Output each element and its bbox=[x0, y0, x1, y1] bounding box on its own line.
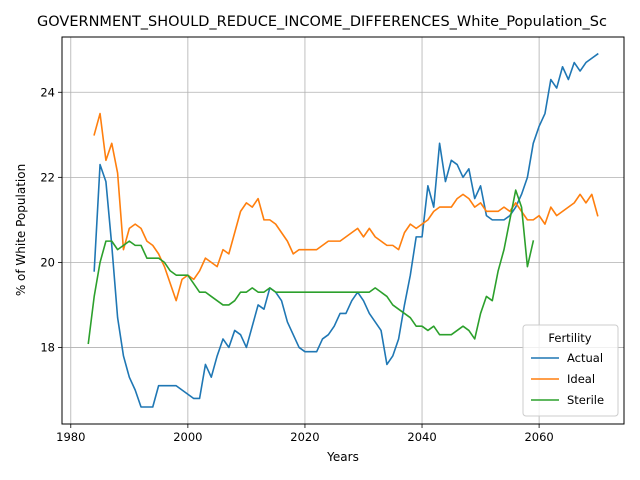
series-line-ideal bbox=[93, 112, 599, 302]
y-tick-label: 24 bbox=[40, 85, 55, 99]
series-line-sterile bbox=[87, 189, 535, 345]
x-tick-label: 2040 bbox=[407, 430, 436, 444]
y-tick-label: 20 bbox=[40, 255, 55, 269]
x-tick-label: 1980 bbox=[56, 430, 85, 444]
y-axis-label: % of White Population bbox=[14, 164, 28, 296]
legend: Fertility Actual Ideal Sterile bbox=[522, 324, 619, 417]
x-tick-label: 2060 bbox=[524, 430, 553, 444]
chart-title: GOVERNMENT_SHOULD_REDUCE_INCOME_DIFFEREN… bbox=[37, 14, 607, 30]
legend-label-sterile: Sterile bbox=[567, 393, 604, 407]
y-tick-label: 22 bbox=[40, 170, 55, 184]
plot-frame bbox=[61, 36, 625, 425]
y-tick-label: 18 bbox=[40, 340, 55, 354]
x-axis-label: Years bbox=[326, 450, 359, 464]
legend-box bbox=[522, 324, 619, 417]
legend-title: Fertility bbox=[548, 331, 591, 345]
series-lines bbox=[87, 52, 599, 408]
series-line-actual bbox=[93, 52, 599, 408]
x-tick-label: 2000 bbox=[173, 430, 202, 444]
legend-label-actual: Actual bbox=[567, 351, 603, 365]
x-tick-label: 2020 bbox=[290, 430, 319, 444]
legend-label-ideal: Ideal bbox=[567, 372, 595, 386]
axis-ticks: 1980 2000 2020 2040 2060 18 20 22 24 bbox=[40, 85, 553, 444]
